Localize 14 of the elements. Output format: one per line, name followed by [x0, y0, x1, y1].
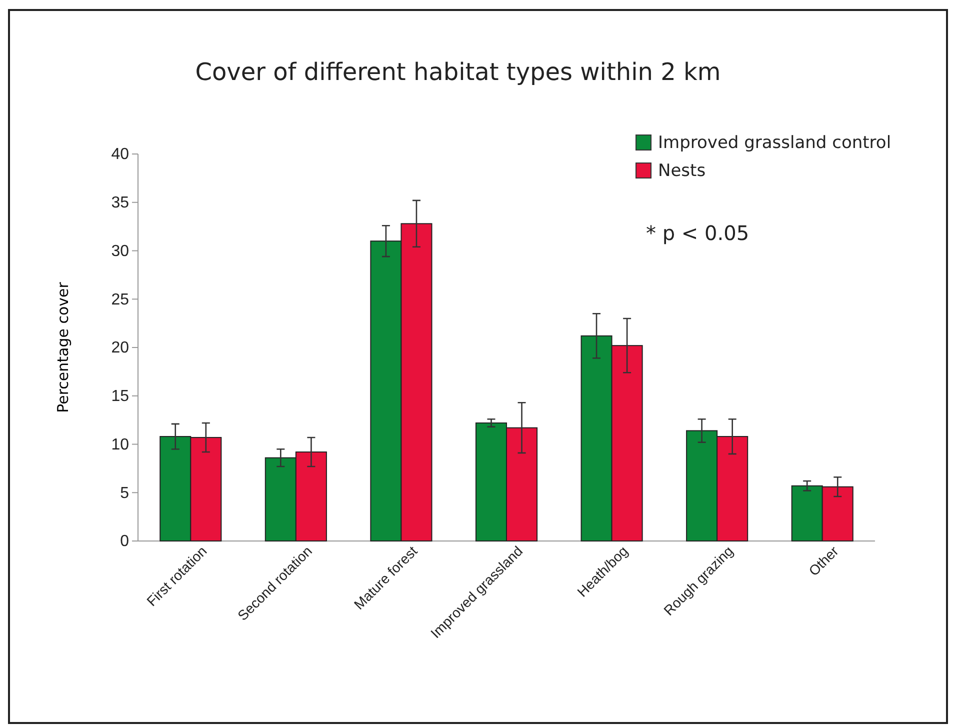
y-tick-label: 5 — [120, 484, 130, 502]
y-tick-label: 10 — [111, 436, 130, 454]
legend-label: Improved grassland control — [658, 133, 892, 153]
annotation: * p < 0.05 — [646, 221, 750, 245]
y-tick-label: 0 — [120, 533, 130, 550]
y-tick-label: 35 — [111, 194, 130, 212]
y-tick-label: 25 — [111, 291, 130, 308]
y-tick-label: 40 — [111, 146, 130, 164]
y-axis-title: Percentage cover — [54, 281, 72, 413]
y-tick-label: 30 — [111, 242, 130, 260]
legend-label: Nests — [658, 161, 706, 181]
y-tick-label: 20 — [111, 340, 130, 357]
chart-title: Cover of different habitat types within 2 km — [195, 58, 721, 86]
y-tick-label: 15 — [111, 388, 130, 405]
